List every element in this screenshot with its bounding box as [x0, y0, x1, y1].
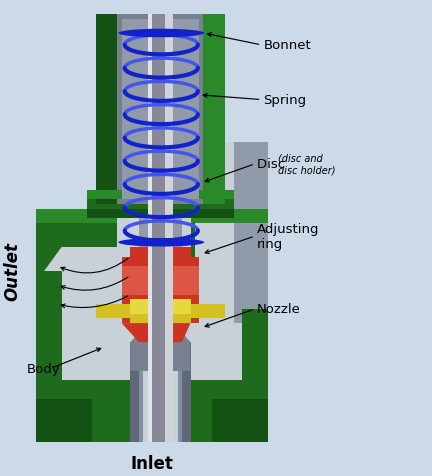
Polygon shape [130, 300, 191, 314]
Ellipse shape [118, 30, 204, 38]
Polygon shape [152, 15, 165, 442]
Polygon shape [130, 333, 191, 371]
Polygon shape [139, 352, 182, 442]
Polygon shape [186, 209, 268, 224]
Polygon shape [186, 209, 268, 271]
Polygon shape [147, 15, 152, 442]
Polygon shape [147, 15, 173, 442]
Polygon shape [36, 248, 268, 399]
Polygon shape [212, 399, 268, 442]
Polygon shape [182, 309, 268, 380]
Polygon shape [118, 15, 203, 205]
Polygon shape [130, 248, 191, 267]
Polygon shape [44, 248, 182, 333]
Text: Outlet: Outlet [3, 242, 21, 301]
Polygon shape [195, 143, 268, 323]
Polygon shape [203, 15, 225, 205]
Text: Body: Body [27, 362, 61, 375]
Polygon shape [122, 267, 199, 295]
Polygon shape [96, 15, 118, 205]
Polygon shape [122, 20, 199, 200]
Polygon shape [96, 305, 225, 319]
Polygon shape [87, 190, 234, 200]
Polygon shape [118, 209, 186, 271]
Text: Inlet: Inlet [130, 455, 173, 472]
Polygon shape [36, 380, 268, 442]
Polygon shape [130, 15, 139, 442]
Polygon shape [130, 342, 191, 442]
Text: (disc and
disc holder): (disc and disc holder) [278, 154, 335, 175]
Text: Spring: Spring [264, 94, 307, 107]
Polygon shape [143, 371, 178, 442]
Text: Adjusting
ring: Adjusting ring [257, 223, 320, 250]
Polygon shape [36, 271, 61, 380]
Polygon shape [130, 15, 191, 442]
Polygon shape [234, 143, 268, 323]
Polygon shape [36, 209, 118, 271]
Polygon shape [242, 309, 268, 380]
Polygon shape [36, 209, 118, 224]
Polygon shape [122, 257, 199, 323]
Ellipse shape [118, 238, 204, 247]
Polygon shape [36, 271, 147, 380]
Polygon shape [139, 15, 182, 442]
Text: Disc: Disc [257, 158, 289, 171]
Text: Bonnet: Bonnet [264, 40, 311, 52]
Polygon shape [96, 15, 225, 205]
Polygon shape [130, 300, 191, 323]
Polygon shape [36, 399, 92, 442]
Polygon shape [87, 209, 234, 219]
Polygon shape [87, 190, 234, 219]
Text: Nozzle: Nozzle [257, 303, 301, 316]
Polygon shape [122, 323, 191, 342]
